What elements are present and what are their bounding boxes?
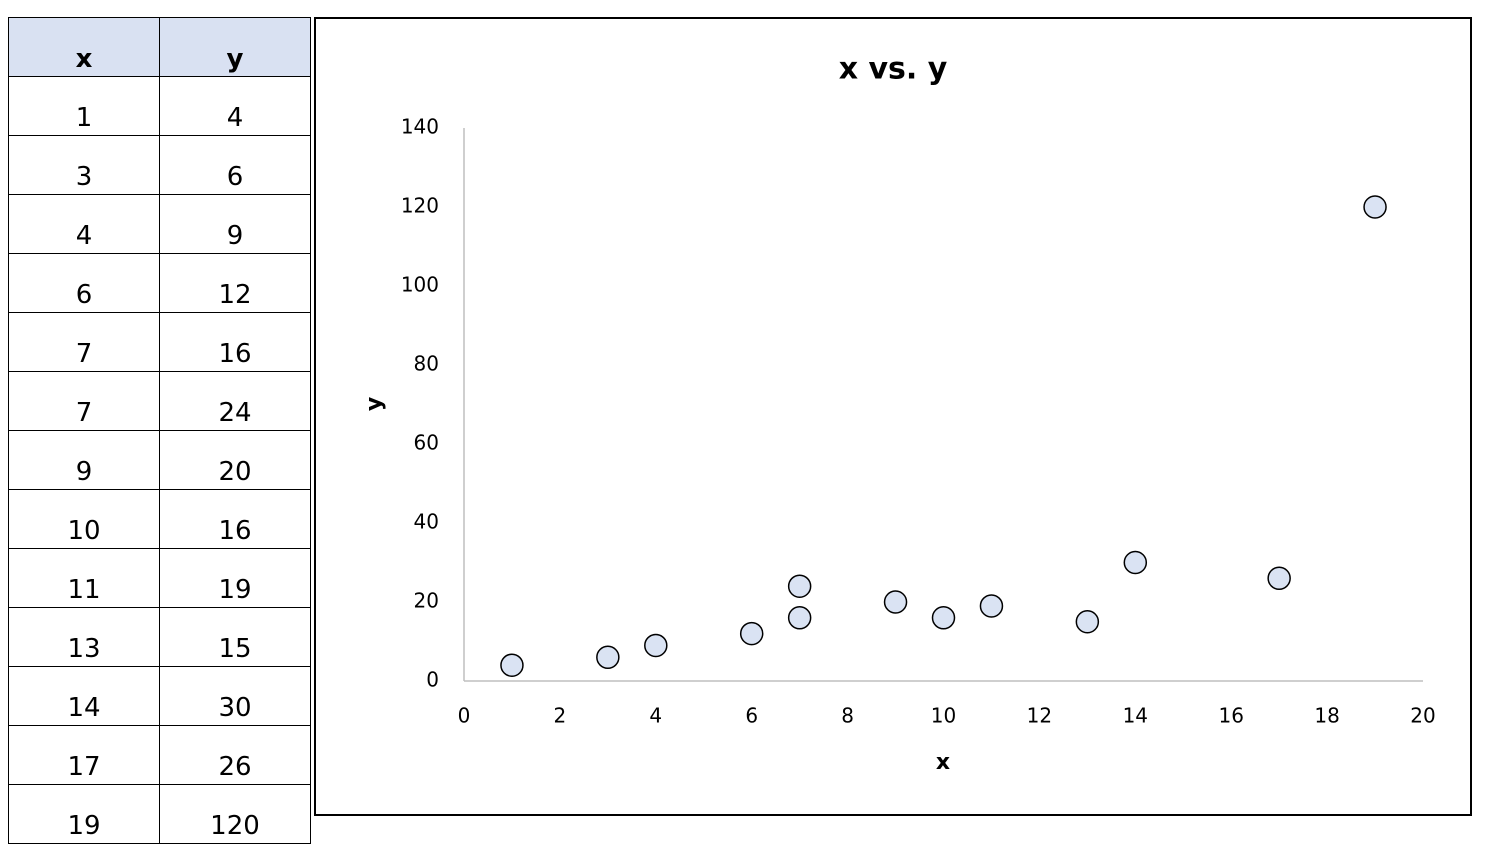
table-cell: 7	[8, 371, 160, 431]
table-cell: 1	[8, 76, 160, 136]
table-cell: 6	[159, 135, 311, 195]
x-tick-label: 12	[1027, 704, 1052, 728]
table-cell: 16	[159, 312, 311, 372]
scatter-point	[787, 574, 812, 598]
x-tick-label: 20	[1410, 704, 1435, 728]
scatter-point	[1123, 550, 1148, 575]
x-tick-label: 14	[1123, 704, 1148, 728]
x-tick-label: 10	[931, 704, 956, 728]
table-cell: 14	[8, 666, 160, 726]
x-axis-label: x	[936, 750, 950, 775]
y-tick-label: 40	[414, 510, 439, 534]
x-tick-label: 16	[1218, 704, 1243, 728]
y-tick-label: 60	[414, 431, 439, 455]
x-tick-label: 18	[1314, 704, 1339, 728]
y-tick-label: 20	[414, 589, 439, 613]
table-cell: 4	[8, 194, 160, 254]
table-row: 11 19	[8, 548, 311, 608]
chart-title: x vs. y	[839, 52, 948, 87]
scatter-point	[1267, 566, 1291, 591]
table-row: 13 15	[8, 607, 311, 667]
y-tick-label: 120	[401, 194, 439, 218]
table-cell: 11	[8, 548, 160, 608]
table-cell: 4	[159, 76, 311, 136]
scatter-point	[596, 645, 620, 670]
table-row: 7 24	[8, 371, 311, 431]
table-cell: 20	[159, 430, 311, 490]
table-cell: 15	[159, 607, 311, 667]
table-cell: 16	[159, 489, 311, 549]
scatter-point	[739, 621, 764, 646]
scatter-point	[644, 633, 668, 658]
table-cell: 12	[159, 253, 311, 313]
table-cell: 19	[159, 548, 311, 608]
y-tick-label: 0	[426, 668, 439, 692]
chart-frame	[314, 17, 1472, 816]
table-cell: 17	[8, 725, 160, 785]
column-header: y	[159, 17, 311, 77]
x-tick-label: 8	[841, 704, 854, 728]
table-cell: 30	[159, 666, 311, 726]
scatter-point	[1075, 610, 1100, 634]
x-tick-label: 4	[649, 704, 662, 728]
table-cell: 13	[8, 607, 160, 667]
y-tick-label: 140	[401, 115, 439, 139]
table-cell: 9	[159, 194, 311, 254]
column-header: x	[8, 17, 160, 77]
scatter-point	[787, 606, 812, 630]
x-tick-label: 2	[554, 704, 567, 728]
y-tick-label: 100	[401, 273, 439, 297]
x-tick-label: 6	[745, 704, 758, 728]
scatter-point	[883, 590, 908, 614]
scatter-point	[979, 594, 1004, 618]
scatter-point	[1363, 195, 1387, 219]
scatter-point	[931, 606, 956, 630]
x-tick-label: 0	[458, 704, 471, 728]
table-cell: 6	[8, 253, 160, 313]
scatter-point	[500, 653, 524, 677]
table-row: 6 12	[8, 253, 311, 313]
y-tick-label: 80	[414, 352, 439, 376]
table-row: 14 30	[8, 666, 311, 726]
table-row: 17 26	[8, 725, 311, 785]
y-axis-label: y	[362, 397, 387, 411]
table-row: 10 16	[8, 489, 311, 549]
